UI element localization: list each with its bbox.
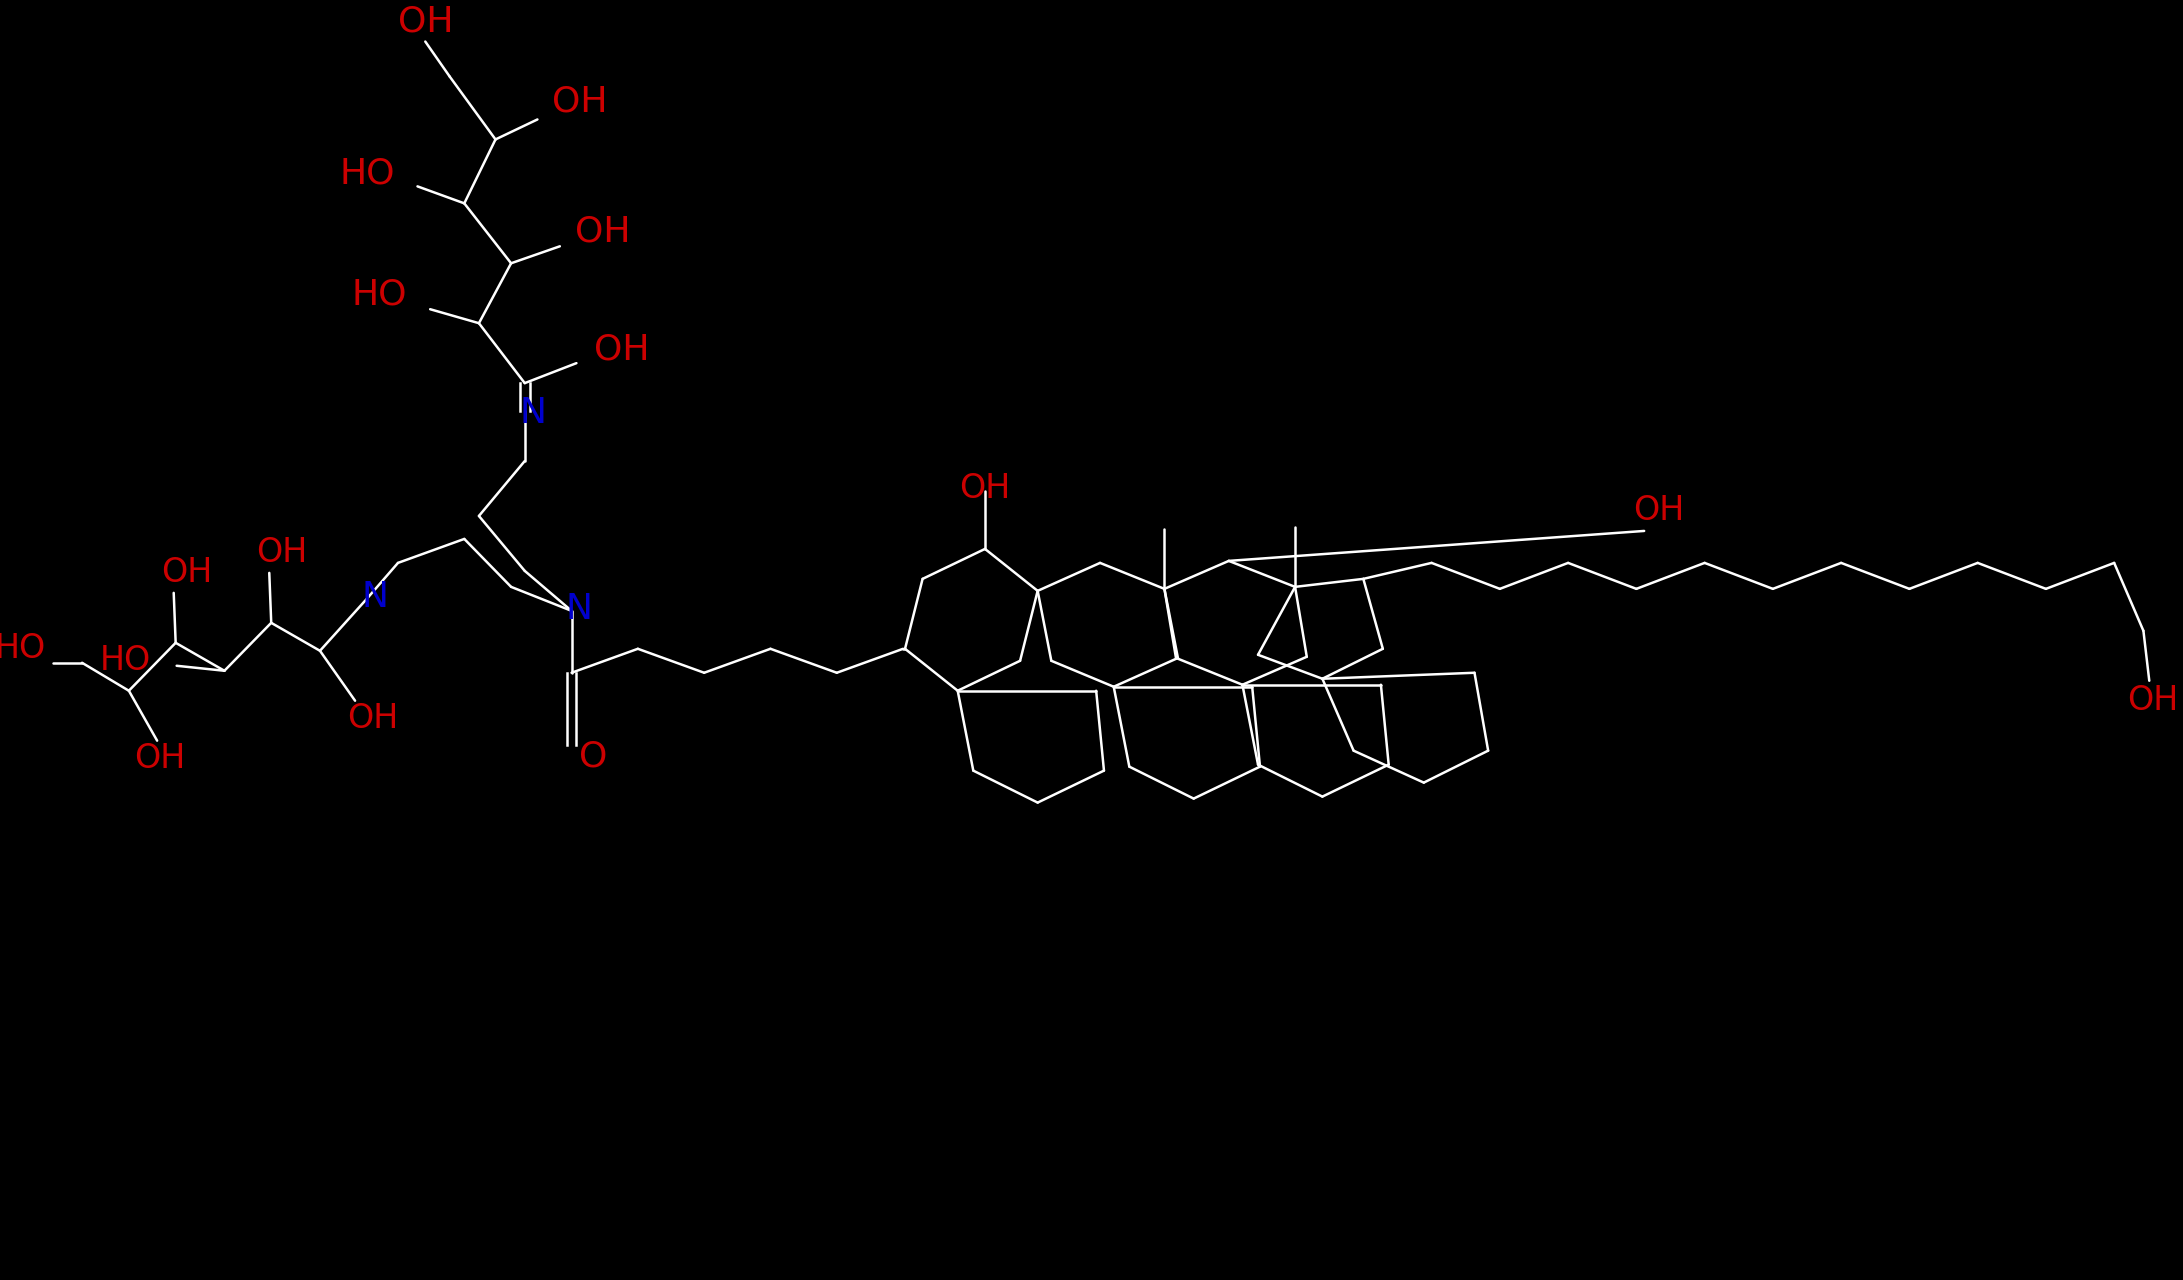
Text: N: N: [565, 591, 594, 626]
Text: OH: OH: [594, 333, 648, 366]
Text: O: O: [578, 740, 607, 773]
Text: HO: HO: [100, 644, 151, 677]
Text: OH: OH: [397, 5, 454, 38]
Text: N: N: [360, 580, 389, 614]
Text: OH: OH: [162, 557, 212, 589]
Text: OH: OH: [574, 214, 631, 248]
Text: N: N: [520, 396, 546, 430]
Text: OH: OH: [1633, 494, 1685, 527]
Text: OH: OH: [255, 536, 308, 570]
Text: OH: OH: [552, 84, 607, 119]
Text: OH: OH: [347, 703, 397, 735]
Text: OH: OH: [958, 472, 1011, 506]
Text: OH: OH: [135, 742, 186, 776]
Text: HO: HO: [0, 632, 46, 666]
Text: HO: HO: [338, 156, 395, 191]
Text: OH: OH: [2128, 685, 2179, 717]
Text: HO: HO: [351, 278, 408, 311]
